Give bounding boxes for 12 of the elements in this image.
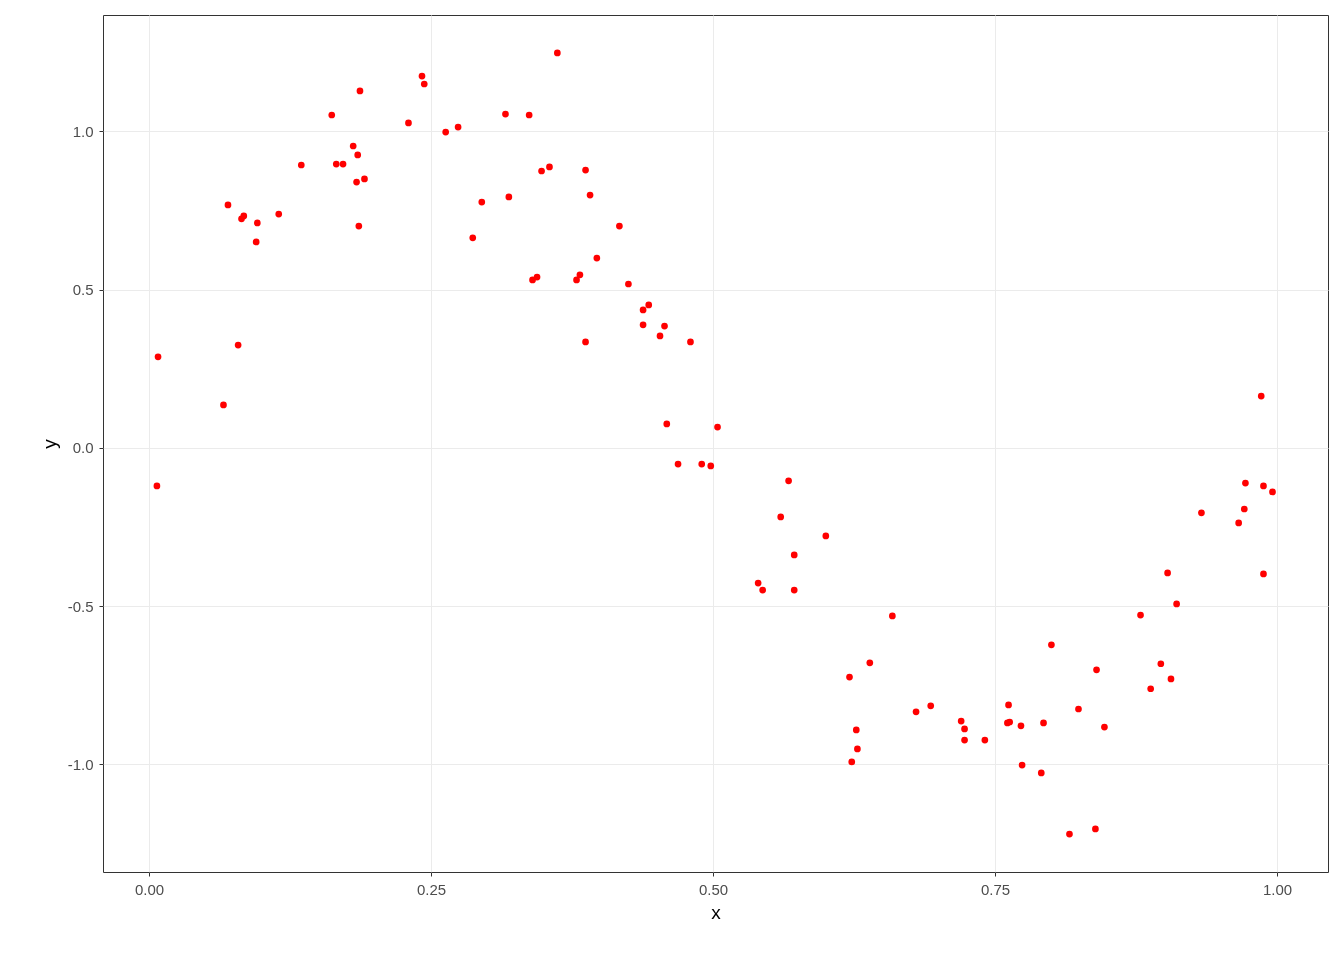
y-tick-label: 0.5 — [72, 281, 94, 299]
x-tick-label: 0.75 — [980, 880, 1011, 898]
y-tick-label: -1.0 — [67, 755, 94, 773]
x-tick-label: 0.00 — [134, 880, 165, 898]
y-tick-label: 0.0 — [72, 439, 94, 457]
y-tick-label: 1.0 — [72, 122, 94, 140]
x-axis-title: x — [711, 901, 722, 923]
y-axis-title: y — [38, 438, 60, 449]
y-tick-label: -0.5 — [67, 597, 94, 615]
x-tick-label: 1.00 — [1262, 880, 1293, 898]
x-tick-label: 0.50 — [698, 880, 729, 898]
x-tick-label: 0.25 — [416, 880, 447, 898]
